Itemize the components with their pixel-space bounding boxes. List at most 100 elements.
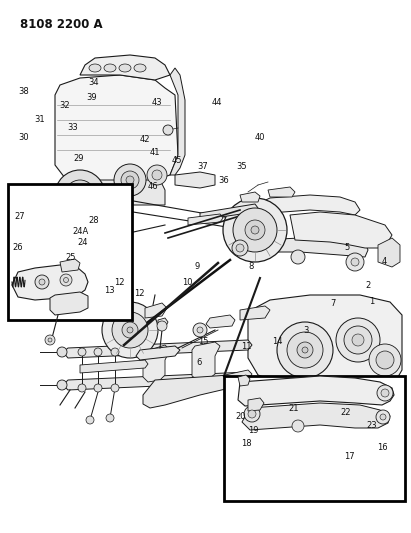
- Circle shape: [245, 220, 265, 240]
- Polygon shape: [378, 238, 400, 267]
- Text: 26: 26: [12, 244, 23, 252]
- Circle shape: [45, 335, 55, 345]
- Circle shape: [127, 327, 133, 333]
- Circle shape: [251, 226, 259, 234]
- Circle shape: [78, 348, 86, 356]
- Text: 24: 24: [77, 238, 88, 247]
- Polygon shape: [145, 303, 167, 318]
- Text: 24A: 24A: [72, 228, 88, 236]
- Circle shape: [111, 384, 119, 392]
- Polygon shape: [225, 370, 252, 382]
- Circle shape: [376, 410, 390, 424]
- Circle shape: [106, 414, 114, 422]
- Circle shape: [57, 347, 67, 357]
- Circle shape: [122, 322, 138, 338]
- Ellipse shape: [89, 64, 101, 72]
- Text: 41: 41: [150, 149, 161, 157]
- Text: 23: 23: [367, 421, 377, 430]
- Circle shape: [55, 170, 105, 220]
- Text: 12: 12: [114, 278, 125, 287]
- Text: 37: 37: [197, 163, 208, 171]
- Text: 13: 13: [104, 286, 114, 295]
- Circle shape: [381, 389, 389, 397]
- Polygon shape: [55, 75, 178, 185]
- Text: 39: 39: [86, 93, 97, 102]
- Bar: [224, 376, 405, 501]
- Text: 3: 3: [303, 326, 309, 335]
- Circle shape: [111, 348, 119, 356]
- Polygon shape: [80, 360, 148, 373]
- Text: 32: 32: [59, 101, 70, 109]
- Polygon shape: [206, 315, 235, 328]
- Circle shape: [287, 332, 323, 368]
- Polygon shape: [248, 295, 402, 390]
- Text: 6: 6: [196, 358, 202, 367]
- Text: 1: 1: [369, 297, 374, 305]
- Circle shape: [39, 279, 45, 285]
- Text: 46: 46: [148, 182, 158, 191]
- Text: 25: 25: [65, 253, 76, 262]
- Circle shape: [48, 338, 52, 342]
- Polygon shape: [268, 187, 295, 197]
- Text: 42: 42: [139, 135, 150, 144]
- Circle shape: [297, 342, 313, 358]
- Text: 35: 35: [236, 163, 247, 171]
- Text: 19: 19: [248, 426, 259, 435]
- Circle shape: [344, 326, 372, 354]
- Circle shape: [114, 164, 146, 196]
- Polygon shape: [242, 403, 390, 430]
- Circle shape: [86, 416, 94, 424]
- Text: 8: 8: [248, 262, 254, 271]
- Circle shape: [336, 318, 380, 362]
- Circle shape: [35, 275, 49, 289]
- Polygon shape: [250, 238, 368, 257]
- Circle shape: [380, 414, 386, 420]
- Polygon shape: [192, 342, 220, 380]
- Ellipse shape: [104, 64, 116, 72]
- Circle shape: [377, 385, 393, 401]
- Polygon shape: [238, 375, 250, 386]
- Circle shape: [112, 312, 148, 348]
- Polygon shape: [50, 292, 88, 315]
- Circle shape: [346, 253, 364, 271]
- Circle shape: [60, 274, 72, 286]
- Polygon shape: [158, 318, 168, 328]
- Polygon shape: [238, 376, 394, 406]
- Text: 34: 34: [88, 78, 99, 87]
- Text: 15: 15: [198, 337, 209, 345]
- Text: 27: 27: [14, 213, 25, 221]
- Text: 31: 31: [35, 116, 45, 124]
- Circle shape: [197, 327, 203, 333]
- Circle shape: [292, 420, 304, 432]
- Circle shape: [302, 347, 308, 353]
- Ellipse shape: [134, 64, 146, 72]
- Circle shape: [236, 244, 244, 252]
- Text: 20: 20: [235, 413, 246, 421]
- Polygon shape: [170, 68, 185, 175]
- Text: 30: 30: [18, 133, 29, 142]
- Polygon shape: [200, 204, 258, 220]
- Circle shape: [352, 334, 364, 346]
- Text: 11: 11: [241, 342, 252, 351]
- Text: 8108 2200 A: 8108 2200 A: [20, 18, 103, 31]
- Circle shape: [65, 180, 95, 210]
- Text: 18: 18: [241, 439, 252, 448]
- Polygon shape: [188, 214, 223, 225]
- Text: 22: 22: [341, 408, 351, 416]
- Polygon shape: [63, 340, 252, 358]
- Circle shape: [73, 188, 87, 202]
- Polygon shape: [136, 346, 180, 360]
- Text: 28: 28: [88, 216, 99, 224]
- Circle shape: [64, 278, 69, 282]
- Polygon shape: [248, 398, 264, 411]
- Polygon shape: [175, 172, 215, 188]
- Text: 12: 12: [134, 289, 145, 297]
- Polygon shape: [240, 192, 260, 202]
- Circle shape: [78, 384, 86, 392]
- Circle shape: [369, 344, 401, 376]
- Polygon shape: [143, 345, 170, 382]
- Circle shape: [376, 351, 394, 369]
- Polygon shape: [255, 195, 360, 218]
- Circle shape: [248, 410, 256, 418]
- Text: 14: 14: [272, 337, 283, 345]
